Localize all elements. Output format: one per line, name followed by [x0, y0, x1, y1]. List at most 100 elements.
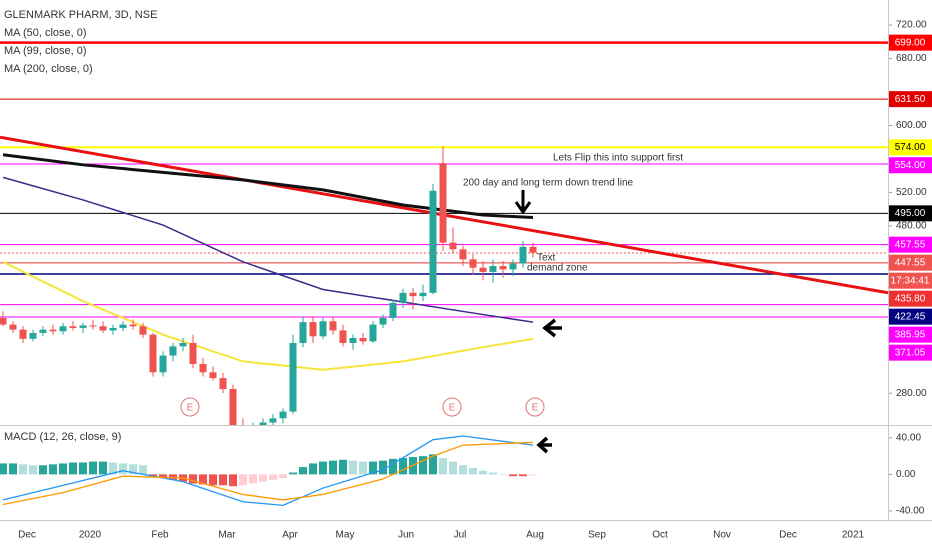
histogram-bar [319, 461, 327, 475]
price-label: 554.00 [895, 160, 926, 171]
candle-body [289, 343, 297, 412]
candle-body [269, 418, 277, 423]
x-tick-label: 2021 [842, 530, 865, 541]
y-tick-label: 280.00 [896, 388, 927, 399]
arrow-left [542, 318, 562, 338]
candle-body [159, 355, 167, 373]
price-label: 447.55 [895, 257, 926, 268]
x-tick-label: 2020 [79, 530, 102, 541]
histogram-bar [9, 463, 17, 475]
histogram-bar [29, 465, 37, 475]
price-label-bg [889, 157, 932, 174]
histogram-bar [219, 474, 227, 486]
candle-body [139, 326, 147, 335]
histogram-bar [529, 474, 537, 476]
candle-body [89, 325, 97, 327]
histogram-bar [289, 472, 297, 475]
macd-tick-label: 40.00 [896, 433, 921, 444]
histogram-bar [359, 461, 367, 475]
macd-pane [0, 435, 537, 507]
candle-body [359, 337, 367, 342]
histogram-bar [259, 474, 267, 482]
candle-body [399, 292, 407, 303]
legend-entry: MA (200, close, 0) [4, 63, 93, 75]
candle-body [119, 324, 127, 328]
legend-entry: MA (99, close, 0) [4, 45, 87, 57]
candle-body [279, 411, 287, 419]
x-tick-label: Feb [151, 530, 169, 541]
candle-body [459, 249, 467, 260]
histogram-bar [419, 456, 427, 475]
candle-body [79, 325, 87, 328]
candle-body [379, 317, 387, 325]
histogram-bar [389, 458, 397, 475]
histogram-bar [309, 463, 317, 475]
candle-body [489, 266, 497, 272]
moving-average [2, 260, 534, 371]
earnings-marker [525, 397, 545, 417]
histogram-bar [19, 464, 27, 475]
price-label-bg [889, 91, 932, 108]
moving-average [2, 176, 534, 323]
candle-body [519, 246, 527, 264]
candle-body [389, 302, 397, 318]
macd-title: MACD (12, 26, close, 9) [4, 431, 121, 443]
histogram-bar [519, 474, 527, 477]
x-tick-label: Jul [454, 530, 467, 541]
histogram-bar [399, 457, 407, 475]
candle-body [369, 324, 377, 342]
countdown: 17:34:41 [891, 275, 930, 286]
x-tick-label: Apr [282, 530, 298, 541]
histogram-bar [239, 474, 247, 486]
histogram-bar [0, 463, 7, 475]
histogram-bar [269, 474, 277, 480]
candle-body [509, 263, 517, 270]
histogram-bar [349, 460, 357, 475]
macd-tick-label: -40.00 [896, 506, 925, 517]
annotation: 200 day and long term down trend line [463, 178, 634, 189]
candle-body [339, 330, 347, 344]
histogram-bar [509, 474, 517, 477]
candle-body [479, 267, 487, 272]
histogram-bar [429, 454, 437, 475]
candle-body [29, 332, 37, 339]
candle-body [499, 266, 507, 270]
histogram-bar [439, 457, 447, 475]
x-tick-label: Jun [398, 530, 414, 541]
price-label: 422.45 [895, 311, 926, 322]
histogram-bar [109, 462, 117, 475]
candle-body [59, 326, 67, 332]
y-tick-label: 520.00 [896, 187, 927, 198]
histogram-bar [189, 474, 197, 484]
x-tick-label: Aug [526, 530, 544, 541]
x-tick-label: Sep [588, 530, 606, 541]
x-tick-label: Nov [713, 530, 731, 541]
histogram-bar [499, 474, 507, 475]
candle-body [19, 329, 27, 339]
annotation: Lets Flip this into support first [553, 153, 683, 164]
candle-body [219, 378, 227, 390]
histogram-bar [119, 463, 127, 475]
histogram-bar [39, 465, 47, 475]
histogram-bar [299, 467, 307, 475]
histogram-bar [79, 462, 87, 475]
candle-body [229, 389, 237, 425]
histogram-bar [139, 465, 147, 475]
histogram-bar [59, 463, 67, 475]
candle-body [309, 322, 317, 337]
candle-body [419, 292, 427, 297]
histogram-bar [249, 474, 257, 484]
price-label: 495.00 [895, 208, 926, 219]
price-label-bg [889, 139, 932, 156]
candle-body [99, 326, 107, 331]
candle-body [329, 321, 337, 331]
annotation: Text [537, 253, 556, 264]
histogram-bar [469, 467, 477, 475]
price-label-bg [889, 254, 932, 271]
candle-body [209, 372, 217, 379]
y-tick-label: 600.00 [896, 120, 927, 131]
histogram-bar [229, 474, 237, 487]
histogram-bar [199, 474, 207, 485]
